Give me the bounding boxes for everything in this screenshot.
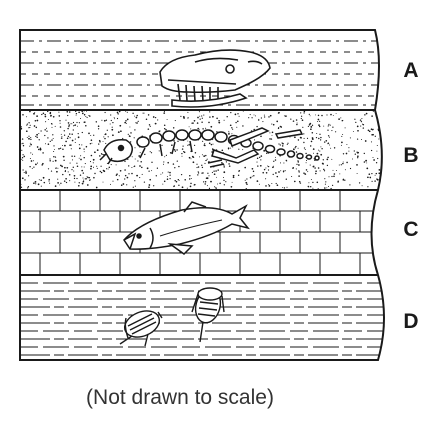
layer-label-b: B: [403, 144, 419, 167]
layer-c: [20, 190, 378, 274]
layer-label-a: A: [403, 59, 419, 82]
trilobite-fossils: [119, 287, 225, 347]
layer-b-pattern: [20, 110, 382, 190]
layer-label-c: C: [403, 218, 419, 241]
fish-fossil: [123, 201, 250, 255]
reptile-skeleton-fossil: [99, 127, 320, 168]
trilobite-left: [119, 310, 163, 347]
layer-a: [20, 40, 379, 108]
trilobite-right: [191, 287, 225, 343]
layer-outlines: [19, 29, 385, 361]
mammal-skull-fossil: [159, 49, 271, 108]
caption: (Not drawn to scale): [86, 386, 274, 409]
layer-b: [20, 110, 382, 190]
layer-label-d: D: [403, 310, 419, 333]
layer-d: [20, 282, 384, 356]
